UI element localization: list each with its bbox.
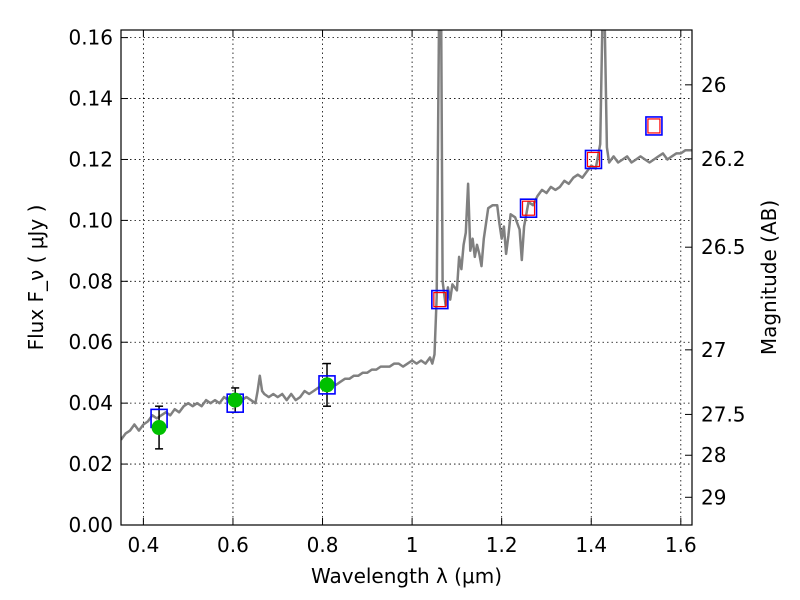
y-tick-label: 0.08 [68, 269, 113, 293]
x-tick-label: 1.4 [575, 533, 607, 557]
upper-limit-square [586, 151, 601, 168]
model-photometry-square [584, 149, 603, 170]
y-tick-label: 0.02 [68, 452, 113, 476]
grid-layer [121, 30, 692, 526]
y-tick-label: 0.00 [68, 513, 113, 537]
y-axis-title: Flux F_ν ( μJy ) [24, 205, 48, 351]
y2-tick-label: 28 [701, 443, 726, 467]
detection-point [319, 377, 335, 393]
x-tick-label: 0.6 [217, 533, 249, 557]
y2-tick-label: 26.2 [701, 147, 746, 171]
x-tick-label: 1 [406, 533, 419, 557]
x-tick-label: 1.6 [665, 533, 697, 557]
y2-tick-label: 27.5 [701, 402, 746, 426]
y-tick-label: 0.06 [68, 330, 113, 354]
y-tick-label: 0.16 [68, 26, 113, 50]
y2-tick-label: 26.5 [701, 235, 746, 259]
y2-tick-label: 27 [701, 338, 726, 362]
y2-tick-label: 29 [701, 485, 726, 509]
x-axis-title: Wavelength λ (μm) [311, 564, 502, 588]
y2-axis-title: Magnitude (AB) [757, 200, 781, 355]
x-tick-label: 1.2 [486, 533, 518, 557]
x-tick-label: 0.4 [127, 533, 159, 557]
model-photometry-square [431, 289, 449, 310]
upper-limit-square [521, 200, 536, 216]
spectrum-layer [121, 30, 692, 441]
x-tick-label: 0.8 [307, 533, 339, 557]
y-tick-label: 0.10 [68, 208, 113, 232]
upper-limit-square [433, 291, 447, 308]
y-tick-label: 0.14 [68, 87, 113, 111]
plot-frame [120, 29, 693, 526]
detection-point [227, 392, 243, 408]
model-photometry-square [645, 116, 663, 136]
upper-limit-square [647, 118, 661, 134]
model-photometry-square [318, 375, 336, 395]
detection-point [151, 420, 167, 436]
model-photometry-square [519, 198, 538, 218]
axis-layer: 0.4 0.6 0.8 1 1.2 1.4 1.6 0.00 0.02 0.04 0.06 0.08 0… [24, 26, 781, 588]
spectrum-line [121, 30, 692, 441]
marker-layer [150, 116, 663, 450]
y-tick-label: 0.12 [68, 147, 113, 171]
y-tick-label: 0.04 [68, 391, 113, 415]
y2-tick-label: 26 [701, 73, 726, 97]
